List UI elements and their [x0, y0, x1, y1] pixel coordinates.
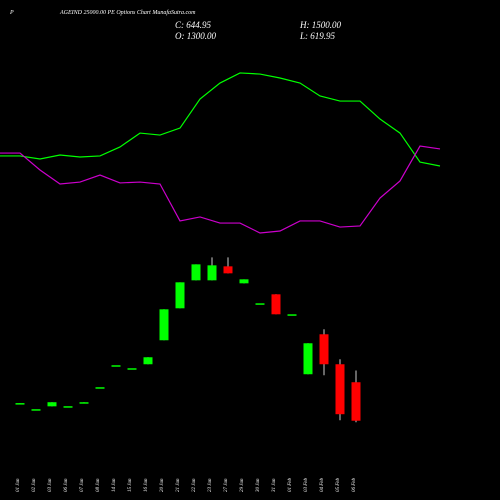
x-tick-label: 07 Jan: [80, 478, 85, 492]
x-tick-label: 22 Jan: [192, 478, 197, 492]
x-tick-label: 06 Feb: [352, 477, 357, 492]
candle-body: [319, 334, 329, 365]
candle-body: [63, 406, 73, 408]
candle-body: [335, 364, 345, 415]
indicator-line: [0, 72, 441, 167]
stat-open: O: 1300.00: [175, 31, 216, 41]
x-tick-label: 31 Jan: [272, 478, 277, 492]
x-tick-label: 03 Feb: [304, 477, 309, 492]
candle-body: [207, 265, 217, 281]
x-tick-label: 20 Jan: [160, 478, 165, 492]
indicator-line: [0, 145, 441, 234]
candle-body: [143, 357, 153, 365]
candle-body: [31, 409, 41, 411]
x-tick-label: 14 Jan: [112, 478, 117, 492]
x-tick-label: 29 Jan: [240, 478, 245, 492]
candle-body: [255, 303, 265, 305]
x-tick-label: 21 Jan: [176, 478, 181, 492]
candle-body: [351, 382, 361, 421]
x-tick-label: 27 Jan: [224, 478, 229, 492]
candle-body: [303, 343, 313, 375]
chart-title: AGEIND 25000.00 PE Options Chart MunafaS…: [59, 9, 196, 16]
x-tick-label: 03 Jan: [48, 478, 53, 492]
x-tick-label: 04 Feb: [320, 477, 325, 492]
candle-body: [95, 387, 105, 389]
candle-body: [223, 266, 233, 274]
candle-body: [111, 365, 121, 367]
candle-body: [79, 402, 89, 404]
x-tick-label: 01 Feb: [288, 477, 293, 492]
candle-body: [175, 282, 185, 309]
x-tick-label: 05 Feb: [336, 477, 341, 492]
candle-body: [15, 403, 25, 405]
candle-body: [191, 264, 201, 281]
x-tick-label: 06 Jan: [64, 478, 69, 492]
stat-close: C: 644.95: [175, 20, 212, 30]
x-tick-label: 02 Jan: [32, 478, 37, 492]
x-tick-label: 30 Jan: [256, 478, 261, 492]
candle-body: [47, 402, 57, 407]
candle-body: [239, 279, 249, 284]
x-tick-label: 15 Jan: [128, 478, 133, 492]
x-tick-label: 01 Jan: [16, 478, 21, 492]
title-prefix: P: [9, 10, 14, 16]
x-tick-label: 08 Jan: [96, 478, 101, 492]
stat-low: L: 619.95: [299, 31, 336, 41]
candle-body: [127, 368, 137, 370]
stat-high: H: 1500.00: [299, 20, 341, 30]
candle-body: [271, 294, 281, 315]
candle-body: [159, 309, 169, 341]
x-tick-label: 16 Jan: [144, 478, 149, 492]
candle-body: [287, 314, 297, 316]
x-tick-label: 23 Jan: [208, 478, 213, 492]
